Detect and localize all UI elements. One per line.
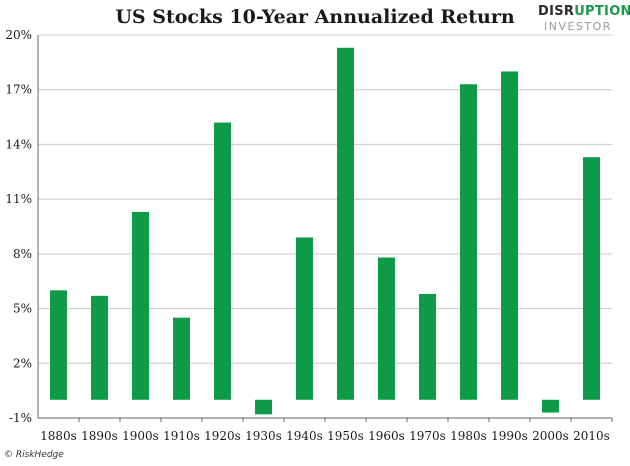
chart-title: US Stocks 10-Year Annualized Return — [115, 6, 515, 28]
x-tick-label: 1980s — [450, 429, 487, 443]
x-tick-label: 1900s — [122, 429, 159, 443]
bar-2010s — [583, 157, 600, 400]
bar-1990s — [501, 71, 518, 400]
y-tick-label: 2% — [13, 356, 32, 370]
logo-wordmark-bottom: INVESTOR — [544, 20, 612, 33]
bars — [50, 47, 600, 415]
x-tick-label: 1880s — [40, 429, 77, 443]
y-tick-label: 11% — [5, 192, 32, 206]
bar-1960s — [378, 257, 395, 400]
y-tick-label: -1% — [9, 411, 32, 425]
bar-1930s — [255, 399, 272, 415]
axes — [37, 35, 613, 422]
bar-1890s — [91, 295, 108, 400]
bar-1940s — [296, 237, 313, 400]
bar-1900s — [132, 211, 149, 400]
bar-2000s — [542, 399, 559, 413]
x-tick-labels: 1880s 1890s 1900s 1910s 1920s 1930s 1940s 1950s… — [40, 429, 610, 443]
x-tick-label: 1930s — [245, 429, 282, 443]
y-tick-label: 5% — [13, 302, 32, 316]
source-credit: © RiskHedge — [4, 450, 64, 460]
bar-1950s — [337, 47, 354, 400]
y-tick-label: 14% — [5, 137, 32, 151]
x-tick-label: 1970s — [409, 429, 446, 443]
logo-wordmark-top: DISRUPTION — [538, 4, 630, 19]
bar-1970s — [419, 293, 436, 400]
bar-1920s — [214, 122, 231, 400]
y-tick-label: 8% — [13, 247, 32, 261]
x-tick-label: 2010s — [573, 429, 610, 443]
bar-1980s — [460, 84, 477, 400]
x-tick-label: 1990s — [491, 429, 528, 443]
x-tick-label: 1940s — [286, 429, 323, 443]
bar-1910s — [173, 317, 190, 400]
gridlines — [38, 34, 612, 364]
bar-1880s — [50, 290, 67, 400]
y-tick-label: 20% — [5, 28, 32, 42]
y-tick-labels: -1% 2% 5% 8% 11% 14% 17% 20% — [5, 28, 32, 425]
x-tick-label: 1960s — [368, 429, 405, 443]
x-tick-label: 1920s — [204, 429, 241, 443]
y-tick-label: 17% — [5, 83, 32, 97]
disruption-investor-logo: DISRUPTION INVESTOR — [538, 4, 630, 38]
x-tick-label: 1910s — [163, 429, 200, 443]
x-tick-label: 1890s — [81, 429, 118, 443]
x-tick-label: 1950s — [327, 429, 364, 443]
x-tick-label: 2000s — [532, 429, 569, 443]
